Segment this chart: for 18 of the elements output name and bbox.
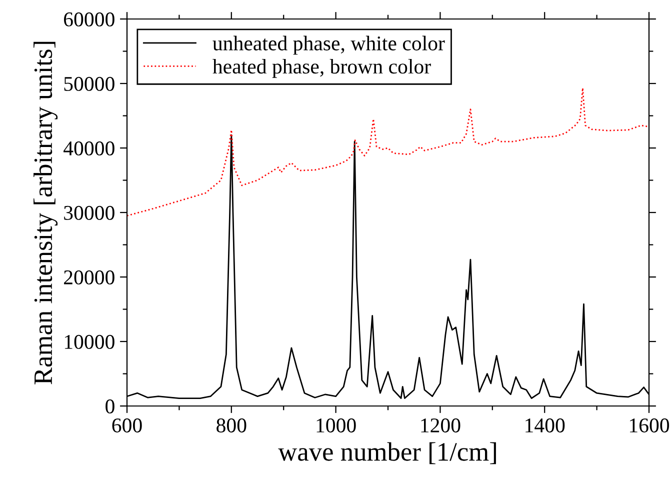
legend-label: heated phase, brown color: [212, 58, 431, 78]
x-tick-label: 600: [112, 418, 142, 432]
y-axis-title: Raman intensity [arbitrary units]: [34, 42, 58, 384]
legend-label: unheated phase, white color: [212, 36, 445, 55]
y-tick-label: 0: [106, 399, 114, 414]
x-tick-label: 1200: [421, 418, 460, 432]
line-series: [127, 87, 649, 216]
x-tick-label: 1400: [526, 418, 565, 432]
y-tick-label: 30000: [64, 206, 114, 220]
y-tick-label: 20000: [64, 270, 114, 284]
y-tick-label: 60000: [64, 12, 114, 26]
y-tick-label: 40000: [64, 141, 114, 156]
x-axis-title: wave number [1/cm]: [278, 442, 496, 464]
y-tick-label: 10000: [64, 334, 114, 349]
x-tick-label: 800: [216, 418, 246, 432]
y-tick-label: 50000: [64, 76, 114, 91]
x-tick-label: 1000: [316, 418, 356, 432]
x-tick-label: 1600: [630, 418, 670, 432]
